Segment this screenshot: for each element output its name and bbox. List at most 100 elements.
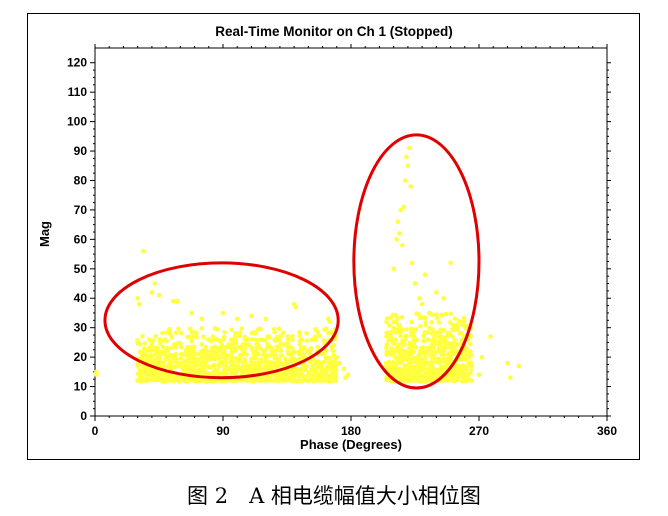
data-point xyxy=(461,363,466,368)
data-point xyxy=(420,366,426,372)
data-point xyxy=(394,237,399,242)
data-point xyxy=(148,352,154,358)
data-point xyxy=(264,353,270,359)
data-point xyxy=(434,312,439,317)
data-point xyxy=(409,359,415,365)
y-tick-label: 100 xyxy=(67,115,87,129)
data-point xyxy=(229,349,234,355)
data-point xyxy=(411,349,417,355)
data-point xyxy=(430,312,435,318)
data-point xyxy=(244,352,249,357)
data-point xyxy=(222,329,227,335)
data-point xyxy=(334,354,340,360)
data-point xyxy=(388,349,393,355)
data-point xyxy=(391,341,396,346)
data-point xyxy=(262,338,268,343)
data-point xyxy=(253,330,258,336)
data-point xyxy=(223,359,229,364)
data-point xyxy=(436,320,442,325)
data-point xyxy=(232,334,238,340)
data-point xyxy=(267,334,272,340)
data-point xyxy=(253,337,259,342)
y-tick-label: 110 xyxy=(68,85,88,99)
y-tick-label: 70 xyxy=(74,203,88,217)
data-point xyxy=(454,377,460,383)
data-point xyxy=(164,338,170,344)
data-point xyxy=(229,353,234,358)
data-point xyxy=(178,356,184,361)
x-tick-label: 180 xyxy=(341,424,361,438)
data-point xyxy=(170,298,176,304)
data-point xyxy=(301,352,307,357)
data-point xyxy=(423,320,428,325)
data-point xyxy=(395,219,401,224)
data-point xyxy=(418,363,423,368)
data-point xyxy=(278,333,284,339)
data-point xyxy=(455,342,460,347)
data-point xyxy=(199,316,204,322)
data-point xyxy=(263,316,268,322)
data-point xyxy=(237,357,242,362)
data-point xyxy=(430,327,435,332)
data-point xyxy=(507,375,513,381)
data-point xyxy=(461,322,467,328)
data-point xyxy=(416,311,421,317)
data-point xyxy=(409,319,414,325)
y-tick-label: 60 xyxy=(74,232,88,246)
data-point xyxy=(388,333,393,339)
data-point xyxy=(312,334,318,340)
data-point xyxy=(384,334,389,339)
data-point xyxy=(253,348,259,354)
data-point xyxy=(402,337,408,343)
data-point xyxy=(438,345,444,351)
data-point xyxy=(204,348,209,354)
data-point xyxy=(384,316,390,321)
data-point xyxy=(439,312,444,318)
data-point xyxy=(290,333,295,339)
data-point xyxy=(442,345,448,351)
data-point xyxy=(212,362,218,368)
data-point xyxy=(304,338,309,343)
data-point xyxy=(448,260,453,266)
annotation-ellipses xyxy=(103,133,481,390)
data-point xyxy=(224,371,229,376)
data-point xyxy=(322,359,327,365)
data-point xyxy=(153,334,158,339)
data-point xyxy=(333,367,339,373)
data-point xyxy=(169,334,175,340)
data-point xyxy=(408,326,414,332)
data-point xyxy=(221,334,227,340)
y-tick-label: 10 xyxy=(74,380,88,394)
data-point xyxy=(398,333,403,339)
data-point xyxy=(459,357,465,362)
x-axis-label: Phase (Degrees) xyxy=(300,437,402,452)
data-point xyxy=(465,375,471,381)
data-point xyxy=(409,260,415,266)
data-point xyxy=(135,295,140,301)
data-point xyxy=(162,352,168,357)
data-point xyxy=(399,242,405,248)
data-point xyxy=(249,313,254,319)
data-point xyxy=(402,342,407,347)
x-tick-label: 360 xyxy=(597,424,617,438)
data-point xyxy=(405,163,411,169)
data-point xyxy=(432,335,437,340)
axis-ticks: 0 10 20 30 40 50 60 70 80 90 100 110 120 0 90 180 270 360 xyxy=(67,44,617,438)
data-point xyxy=(164,345,170,351)
data-point xyxy=(441,334,446,340)
data-point xyxy=(215,367,220,373)
data-point xyxy=(217,338,223,344)
data-point xyxy=(308,345,314,351)
data-point xyxy=(469,363,475,369)
data-point xyxy=(422,315,428,321)
data-point xyxy=(278,353,284,358)
data-point xyxy=(201,367,207,373)
data-point xyxy=(237,330,243,336)
scatter-chart: Real-Time Monitor on Ch 1 (Stopped) 0 10 2… xyxy=(37,24,617,452)
data-point xyxy=(333,360,338,366)
data-point xyxy=(137,342,143,347)
y-tick-label: 80 xyxy=(74,173,88,187)
data-point xyxy=(242,345,248,351)
data-point xyxy=(399,359,405,365)
data-point xyxy=(315,344,321,350)
